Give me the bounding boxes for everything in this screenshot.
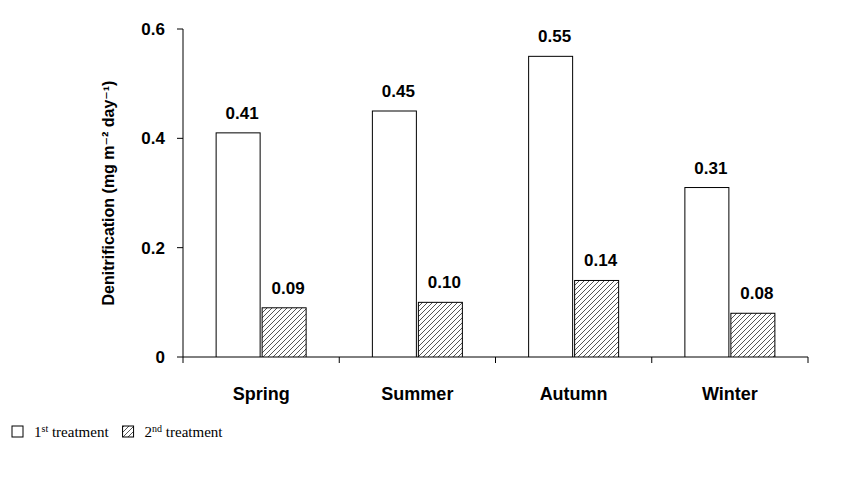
y-tick-label: 0: [156, 348, 165, 367]
x-tick: [651, 357, 652, 363]
bar: [216, 133, 260, 357]
x-tick: [495, 357, 496, 363]
x-tick: [183, 357, 184, 363]
bar: [685, 188, 729, 357]
data-label: 0.41: [226, 104, 259, 123]
x-tick-label: Spring: [233, 384, 290, 404]
legend-swatch: [12, 426, 23, 437]
data-label: 0.08: [740, 284, 773, 303]
y-tick-label: 0.4: [141, 129, 165, 148]
y-tick: [177, 29, 183, 30]
bar: [418, 302, 462, 357]
data-label: 0.31: [694, 159, 727, 178]
y-axis-line: [183, 29, 184, 357]
y-axis-title: Denitrification (mg m⁻² day⁻¹): [100, 81, 117, 306]
y-tick: [177, 357, 183, 358]
x-tick: [808, 357, 809, 363]
data-labels: 0.41 0.09 0.45 0.10 0.55 0.14 0.31 0.08: [226, 27, 774, 303]
y-tick: [177, 138, 183, 139]
legend-label: 1st treatment: [34, 423, 109, 441]
legend-swatch: [123, 426, 134, 437]
bar: [262, 308, 306, 357]
bar: [731, 313, 775, 357]
bar: [372, 111, 416, 357]
y-tick-label: 0.6: [141, 20, 165, 39]
data-label: 0.10: [428, 273, 461, 292]
bars: [216, 56, 775, 357]
data-label: 0.09: [272, 279, 305, 298]
y-tick: [177, 247, 183, 248]
chart: 0 0.2 0.4 0.6 Denitrification (mg m⁻² day⁻¹)…: [0, 0, 862, 484]
x-tick-label: Autumn: [540, 384, 608, 404]
x-tick-label: Summer: [381, 384, 453, 404]
x-tick: [339, 357, 340, 363]
data-label: 0.55: [538, 27, 571, 46]
legend-label: 2nd treatment: [145, 423, 224, 441]
y-tick-label: 0.2: [141, 239, 165, 258]
data-label: 0.14: [584, 251, 618, 270]
bar: [529, 56, 573, 357]
data-label: 0.45: [382, 82, 415, 101]
x-tick-label: Winter: [702, 384, 758, 404]
bar: [575, 280, 619, 357]
